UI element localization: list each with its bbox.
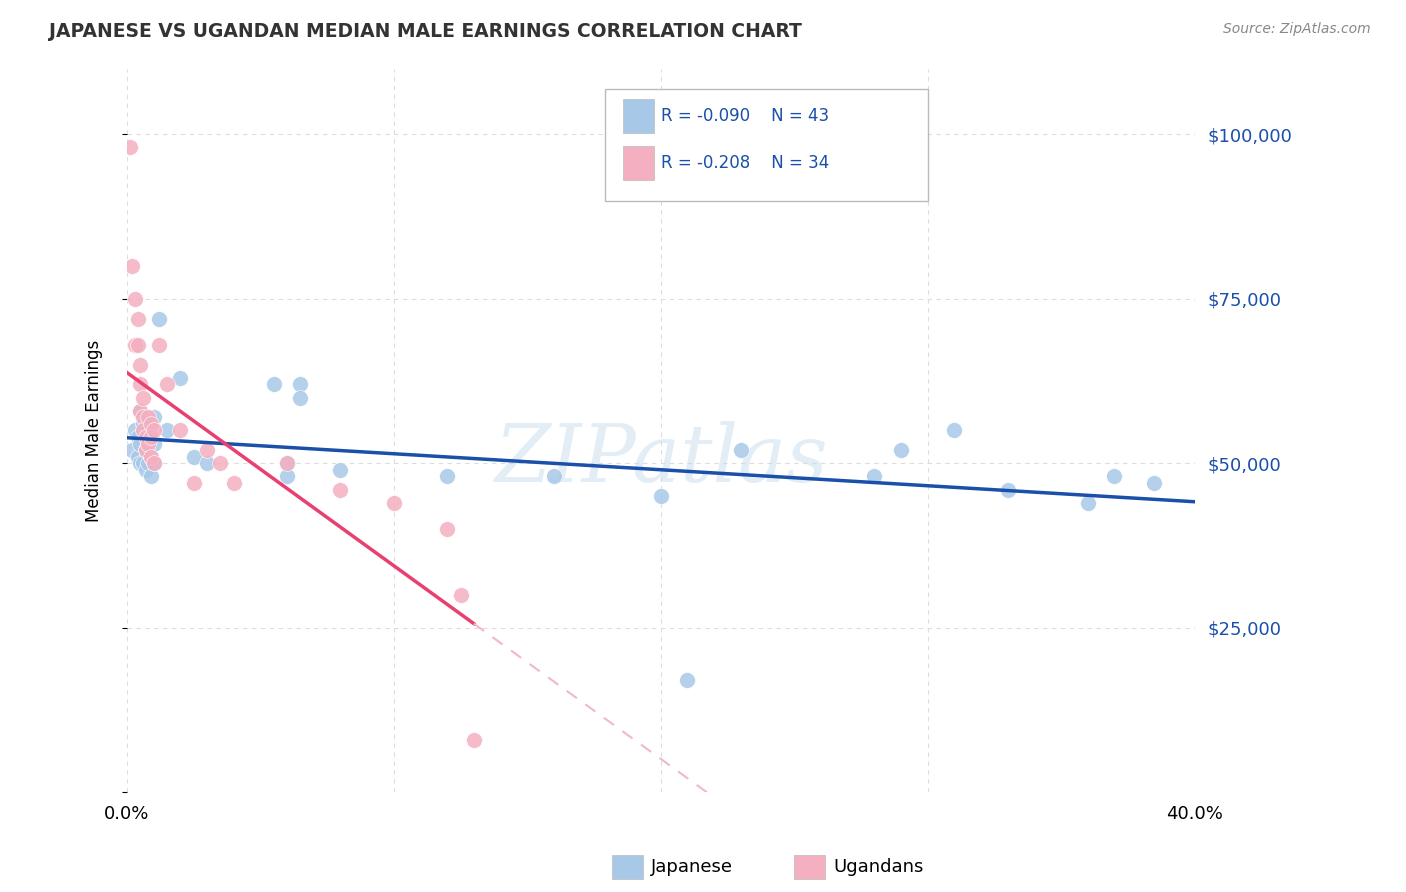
Point [132,417,155,431]
Point [129,358,152,372]
Point [136,456,159,470]
Point [1104,469,1126,483]
Point [135,443,157,458]
Point [290,391,312,405]
Point [863,469,886,483]
Point [127,338,149,352]
Point [169,371,191,385]
Text: R = -0.090    N = 43: R = -0.090 N = 43 [661,107,830,125]
Point [124,338,146,352]
Point [142,410,165,425]
Point [276,456,298,470]
Text: R = -0.208    N = 34: R = -0.208 N = 34 [661,154,830,172]
Point [132,391,155,405]
Point [263,377,285,392]
Point [139,417,162,431]
Point [127,450,149,464]
Point [290,377,312,392]
Text: Ugandans: Ugandans [834,858,924,876]
Text: ZIPatlas: ZIPatlas [494,421,828,498]
Point [730,443,752,458]
Point [139,450,162,464]
Point [276,469,298,483]
Point [132,424,155,438]
Point [436,522,458,536]
Point [139,450,162,464]
Text: Source: ZipAtlas.com: Source: ZipAtlas.com [1223,22,1371,37]
Point [132,456,155,470]
Y-axis label: Median Male Earnings: Median Male Earnings [86,339,103,522]
Point [142,456,165,470]
Point [135,430,157,444]
Point [139,430,162,444]
Point [135,463,157,477]
Point [139,469,162,483]
Point [463,732,485,747]
Point [1077,496,1099,510]
Point [156,424,179,438]
Point [329,463,352,477]
Point [997,483,1019,497]
Point [129,377,152,392]
Point [136,410,159,425]
Point [136,424,159,438]
Point [127,430,149,444]
Point [135,430,157,444]
Point [142,424,165,438]
Point [650,489,672,503]
Point [382,496,405,510]
Point [183,476,205,491]
Point [943,424,966,438]
Point [121,259,143,273]
Point [195,443,218,458]
Point [136,436,159,450]
Point [135,443,157,458]
Point [129,456,152,470]
Point [129,403,152,417]
Point [329,483,352,497]
Point [156,377,179,392]
Point [676,673,699,688]
Point [148,311,170,326]
Point [129,403,152,417]
Point [222,476,245,491]
Point [890,443,912,458]
Point [543,469,565,483]
Point [450,588,472,602]
Point [136,436,159,450]
Point [127,311,149,326]
Point [118,140,141,154]
Point [129,436,152,450]
Point [132,410,155,425]
Point [148,338,170,352]
Point [1143,476,1166,491]
Point [209,456,232,470]
Point [195,456,218,470]
Point [436,469,458,483]
Text: JAPANESE VS UGANDAN MEDIAN MALE EARNINGS CORRELATION CHART: JAPANESE VS UGANDAN MEDIAN MALE EARNINGS… [49,22,801,41]
Point [169,424,191,438]
Point [124,424,146,438]
Point [276,456,298,470]
Point [183,450,205,464]
Point [124,292,146,306]
Point [142,436,165,450]
Text: Japanese: Japanese [651,858,733,876]
Point [142,456,165,470]
Point [121,443,143,458]
